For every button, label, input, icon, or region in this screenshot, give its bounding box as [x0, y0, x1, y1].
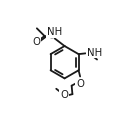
Text: O: O — [32, 37, 40, 47]
Text: O: O — [76, 79, 84, 89]
Text: O: O — [60, 90, 68, 100]
Text: NH: NH — [47, 27, 62, 37]
Text: NH: NH — [87, 48, 102, 58]
